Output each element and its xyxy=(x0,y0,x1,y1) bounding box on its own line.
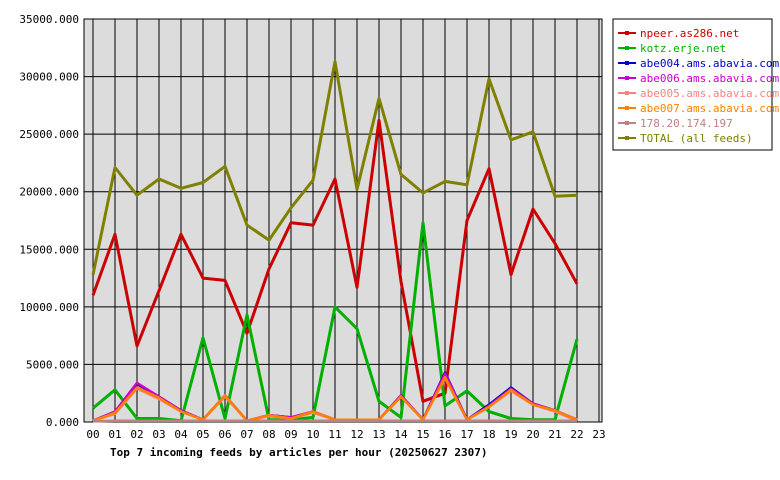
legend-marker xyxy=(625,46,629,50)
legend-label: npeer.as286.net xyxy=(640,27,739,40)
x-tick-label: 08 xyxy=(262,428,275,441)
legend-marker xyxy=(625,31,629,35)
legend-label: kotz.erje.net xyxy=(640,42,726,55)
legend-marker xyxy=(625,136,629,140)
x-tick-label: 07 xyxy=(240,428,253,441)
y-tick-label: 0.000 xyxy=(46,416,79,429)
y-axis-ticks: 0.000 5000.000 10000.000 15000.000 20000.000… xyxy=(19,13,79,429)
legend-marker xyxy=(625,121,629,125)
x-tick-label: 20 xyxy=(526,428,539,441)
legend-label: abe005.ams.abavia.com xyxy=(640,87,779,100)
legend-label: TOTAL (all feeds) xyxy=(640,132,753,145)
series-line xyxy=(92,419,577,423)
x-tick-label: 02 xyxy=(130,428,143,441)
x-tick-label: 15 xyxy=(416,428,429,441)
x-tick-label: 11 xyxy=(328,428,341,441)
y-tick-label: 10000.000 xyxy=(19,301,79,314)
x-tick-label: 13 xyxy=(372,428,385,441)
legend-marker xyxy=(625,106,629,110)
x-tick-label: 09 xyxy=(284,428,297,441)
x-tick-label: 22 xyxy=(570,428,583,441)
x-tick-label: 05 xyxy=(196,428,209,441)
x-tick-label: 16 xyxy=(438,428,451,441)
legend-label: abe007.ams.abavia.com xyxy=(640,102,779,115)
x-tick-label: 23 xyxy=(592,428,605,441)
y-tick-label: 35000.000 xyxy=(19,13,79,26)
x-tick-label: 17 xyxy=(460,428,473,441)
x-tick-label: 01 xyxy=(108,428,121,441)
y-tick-label: 5000.000 xyxy=(26,358,79,371)
y-tick-label: 25000.000 xyxy=(19,128,79,141)
y-tick-label: 20000.000 xyxy=(19,186,79,199)
series-line xyxy=(91,60,578,275)
x-tick-label: 06 xyxy=(218,428,231,441)
x-tick-label: 21 xyxy=(548,428,561,441)
legend-marker xyxy=(625,76,629,80)
x-tick-label: 00 xyxy=(86,428,99,441)
y-tick-label: 30000.000 xyxy=(19,71,79,84)
series-line xyxy=(91,118,579,403)
x-tick-label: 10 xyxy=(306,428,319,441)
x-tick-label: 03 xyxy=(152,428,165,441)
y-tick-label: 15000.000 xyxy=(19,243,79,256)
x-tick-label: 14 xyxy=(394,428,408,441)
x-tick-label: 18 xyxy=(482,428,495,441)
x-axis-ticks: 00 01 02 03 04 05 06 07 08 09 10 11 12 13 14 15 16 17 18 19… xyxy=(86,428,605,441)
legend-marker xyxy=(625,61,629,65)
x-tick-label: 04 xyxy=(174,428,188,441)
chart-title: Top 7 incoming feeds by articles per hou… xyxy=(110,446,488,459)
legend-marker xyxy=(625,91,629,95)
legend-label: 178.20.174.197 xyxy=(640,117,733,130)
legend: npeer.as286.net kotz.erje.net abe004.ams.a… xyxy=(612,18,779,151)
x-tick-label: 19 xyxy=(504,428,517,441)
legend-box xyxy=(612,18,773,151)
series-lines xyxy=(91,60,579,423)
legend-label: abe004.ams.abavia.com xyxy=(640,57,779,70)
x-tick-label: 12 xyxy=(350,428,363,441)
legend-label: abe006.ams.abavia.com xyxy=(640,72,779,85)
